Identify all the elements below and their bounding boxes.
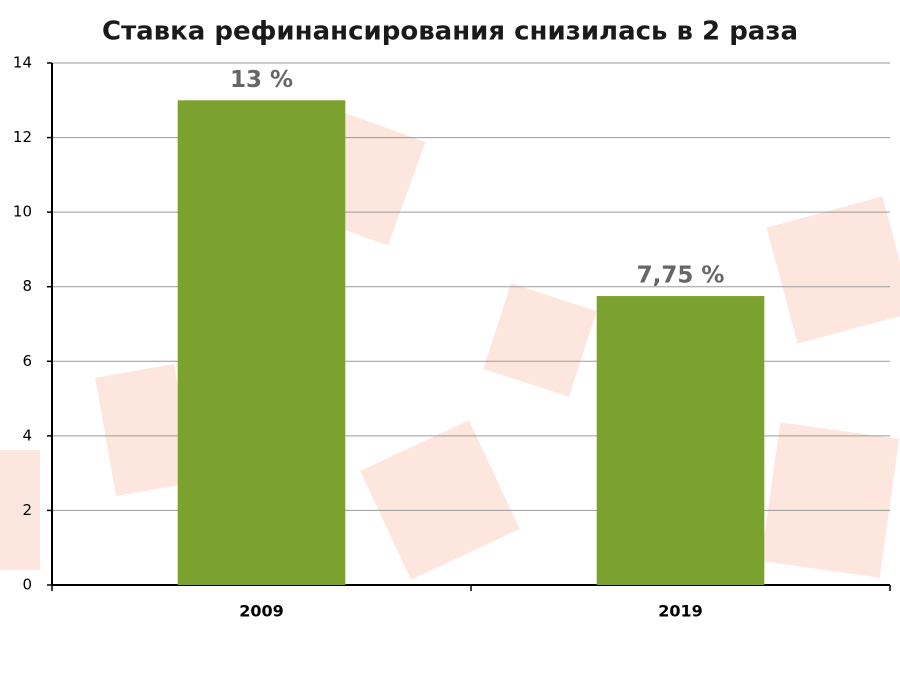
plot-area: 0 2 4 6 8 10 12 14 2009 13 % 2019 7,75 % [13,54,891,621]
decor-cube [483,283,597,397]
y-tick-label: 10 [13,203,32,221]
y-tick-label: 12 [13,128,32,146]
x-tick-label: 2019 [658,602,703,621]
bar [177,100,346,586]
decor-cube [0,450,40,570]
y-tick-label: 0 [22,576,32,594]
y-tick-label: 8 [22,277,32,295]
y-tick-label: 14 [13,54,32,72]
value-label: 13 % [230,67,293,93]
decor-cube [766,196,900,344]
background-decoration [0,104,900,580]
chart-title: Ставка рефинансирования снизилась в 2 ра… [102,17,798,47]
bar [596,296,765,585]
decor-cube [760,422,900,578]
decor-cube [95,363,195,497]
decor-cube [360,420,520,580]
value-label: 7,75 % [637,263,725,289]
y-tick-label: 6 [22,352,32,370]
y-tick-label: 4 [22,426,32,444]
x-tick-label: 2009 [239,602,284,621]
y-tick-label: 2 [22,501,32,519]
